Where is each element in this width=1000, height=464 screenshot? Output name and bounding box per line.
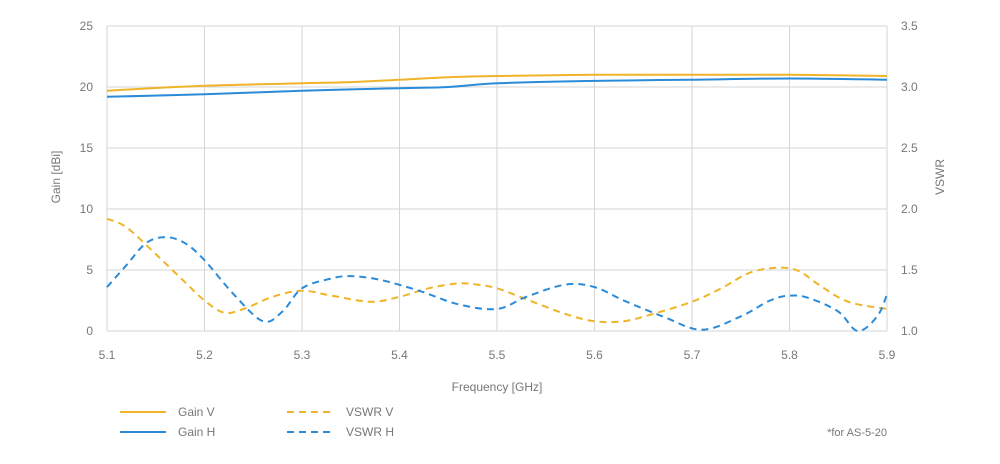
right-tick-label: 2.0 bbox=[901, 202, 918, 216]
left-axis-ticks: 0 5 10 15 20 25 bbox=[80, 19, 94, 338]
right-axis-ticks: 1.0 1.5 2.0 2.5 3.0 3.5 bbox=[901, 19, 918, 338]
x-tick-label: 5.7 bbox=[684, 348, 701, 362]
x-axis-title: Frequency [GHz] bbox=[452, 380, 543, 394]
legend-label-gain-v: Gain V bbox=[178, 405, 215, 419]
right-tick-label: 1.5 bbox=[901, 263, 918, 277]
right-tick-label: 1.0 bbox=[901, 324, 918, 338]
x-tick-label: 5.9 bbox=[879, 348, 896, 362]
x-tick-label: 5.2 bbox=[196, 348, 213, 362]
series-lines bbox=[106, 73, 888, 333]
left-tick-label: 10 bbox=[80, 202, 94, 216]
series-line-vswr-h bbox=[106, 236, 888, 333]
left-tick-label: 25 bbox=[80, 19, 94, 33]
left-tick-label: 5 bbox=[86, 263, 93, 277]
left-tick-label: 20 bbox=[80, 80, 94, 94]
left-axis-title: Gain [dBi] bbox=[49, 151, 63, 204]
left-tick-label: 15 bbox=[80, 141, 94, 155]
x-tick-label: 5.6 bbox=[586, 348, 603, 362]
grid bbox=[106, 25, 888, 332]
x-axis-ticks: 5.1 5.2 5.3 5.4 5.5 5.6 5.7 5.8 5.9 bbox=[99, 348, 896, 362]
x-tick-label: 5.8 bbox=[781, 348, 798, 362]
series-line-gain-v bbox=[106, 73, 888, 92]
right-tick-label: 3.5 bbox=[901, 19, 918, 33]
legend-label-vswr-h: VSWR H bbox=[346, 425, 394, 439]
right-tick-label: 3.0 bbox=[901, 80, 918, 94]
legend-label-gain-h: Gain H bbox=[178, 425, 215, 439]
series-line-vswr-v bbox=[106, 217, 888, 324]
right-axis-title: VSWR bbox=[933, 159, 947, 195]
left-tick-label: 0 bbox=[86, 324, 93, 338]
x-tick-label: 5.5 bbox=[489, 348, 506, 362]
series-line-gain-h bbox=[106, 77, 888, 98]
footnote: *for AS-5-20 bbox=[827, 427, 887, 439]
legend: Gain V Gain H VSWR V VSWR H bbox=[120, 405, 394, 439]
right-tick-label: 2.5 bbox=[901, 141, 918, 155]
x-tick-label: 5.4 bbox=[391, 348, 408, 362]
legend-label-vswr-v: VSWR V bbox=[346, 405, 393, 419]
x-tick-label: 5.3 bbox=[294, 348, 311, 362]
x-tick-label: 5.1 bbox=[99, 348, 116, 362]
